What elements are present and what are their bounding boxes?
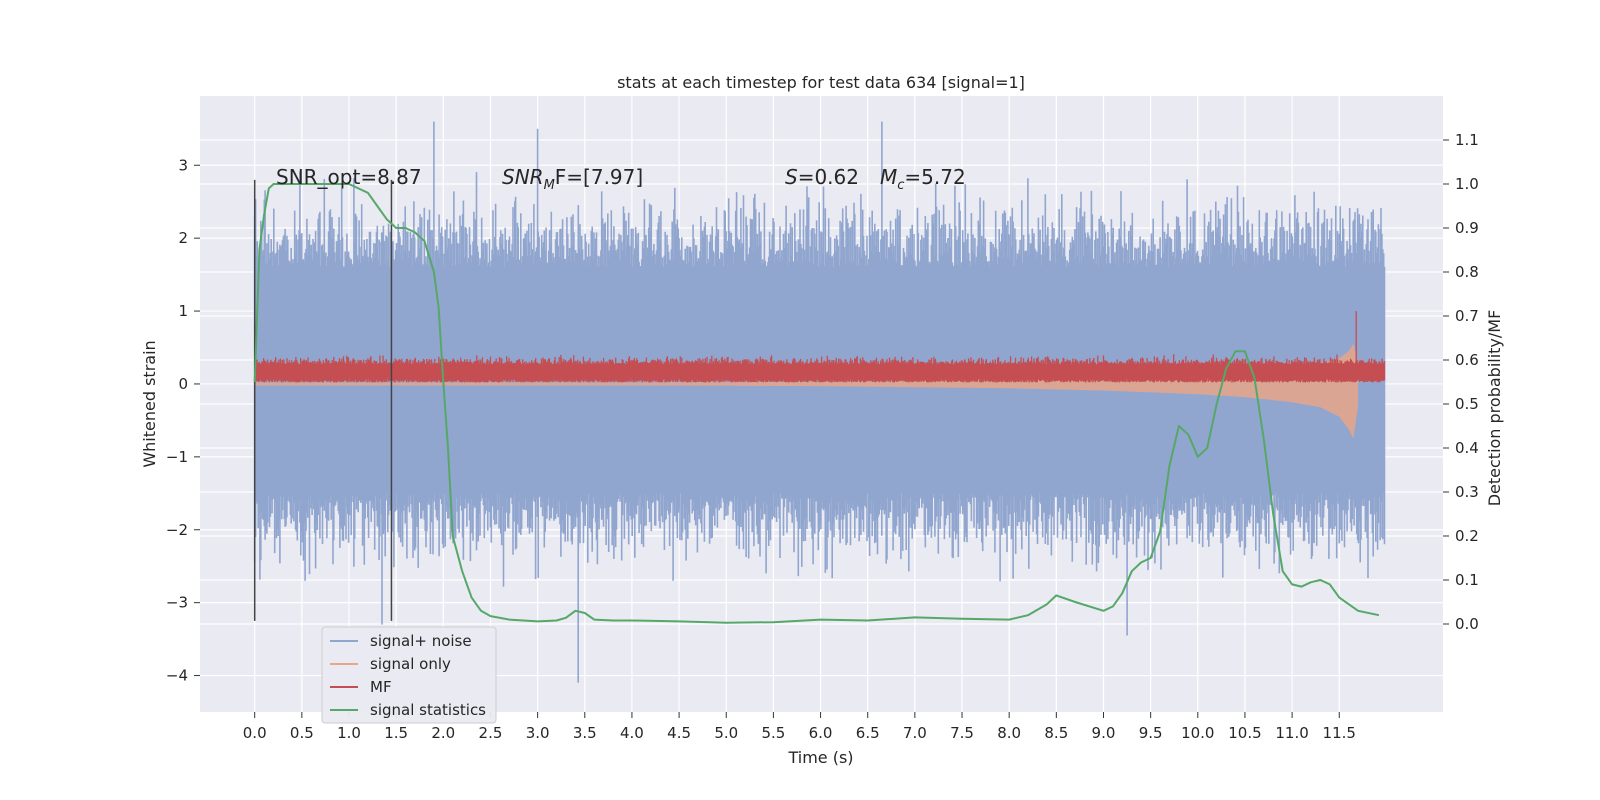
y-tick-label-left: 1 [178, 302, 188, 320]
x-tick-label: 10.5 [1228, 724, 1261, 742]
snr-mf-rest: F=[7.97] [555, 165, 643, 189]
snr-mf-sub: M [544, 178, 555, 193]
legend-label-signal-only: signal only [370, 655, 451, 673]
mc-annotation: Mc=5.72 [880, 165, 966, 193]
x-tick-label: 5.0 [714, 724, 738, 742]
legend-label-signal-statistics: signal statistics [370, 701, 486, 719]
x-tick-label: 8.0 [997, 724, 1021, 742]
mc-sub: c [897, 178, 904, 193]
y-tick-label-right: 0.7 [1455, 307, 1479, 325]
x-tick-label: 8.5 [1044, 724, 1068, 742]
y-tick-label-left: 0 [178, 375, 188, 393]
x-tick-label: 6.5 [856, 724, 880, 742]
s-rest: =0.62 [798, 165, 859, 189]
y-tick-label-right: 0.0 [1455, 615, 1479, 633]
x-tick-label: 3.0 [526, 724, 550, 742]
x-tick-label: 11.0 [1275, 724, 1308, 742]
data-layer [253, 121, 1386, 683]
y-tick-label-left: 2 [178, 229, 188, 247]
legend-label-signal-noise: signal+ noise [370, 632, 472, 650]
y-tick-label-left: −3 [166, 594, 188, 612]
y-tick-label-right: 1.0 [1455, 175, 1479, 193]
x-tick-label: 7.0 [903, 724, 927, 742]
signal-statistics-line [253, 183, 1380, 624]
x-tick-label: 4.5 [667, 724, 691, 742]
chart-title: stats at each timestep for test data 634… [617, 73, 1025, 92]
x-tick-label: 10.0 [1181, 724, 1214, 742]
y-tick-label-right: 0.2 [1455, 527, 1479, 545]
s-main: S [785, 165, 798, 189]
x-tick-label: 1.0 [337, 724, 361, 742]
s-annotation: S=0.62 [785, 165, 859, 189]
signal-only-envelope [254, 343, 1359, 439]
x-tick-label: 1.5 [384, 724, 408, 742]
legend-label-mf: MF [370, 678, 392, 696]
y-tick-label-right: 0.4 [1455, 439, 1479, 457]
x-tick-label: 5.5 [761, 724, 785, 742]
x-tick-label: 3.5 [573, 724, 597, 742]
y-tick-label-right: 1.1 [1455, 131, 1479, 149]
snr-mf-main: SNR [502, 165, 544, 189]
y-tick-label-right: 0.8 [1455, 263, 1479, 281]
y-tick-label-left: −4 [166, 667, 188, 685]
y-tick-label-right: 0.1 [1455, 571, 1479, 589]
snr-mf-annotation: SNRMF=[7.97] [502, 165, 643, 193]
y-tick-label-right: 0.5 [1455, 395, 1479, 413]
y-tick-label-right: 0.9 [1455, 219, 1479, 237]
axes: 0.0 0.5 1.0 1.5 2.0 2.5 3.0 3.5 4.0 4.5 5.0 5.5 6.0 6… [166, 131, 1479, 742]
y-tick-label-right: 0.3 [1455, 483, 1479, 501]
x-tick-label: 7.5 [950, 724, 974, 742]
y-tick-label-left: −1 [166, 448, 188, 466]
y-axis-label-left: Whitened strain [140, 340, 159, 467]
x-tick-label: 9.5 [1139, 724, 1163, 742]
y-tick-label-left: −2 [166, 521, 188, 539]
y-tick-label-right: 0.6 [1455, 351, 1479, 369]
x-tick-label: 2.0 [431, 724, 455, 742]
x-tick-label: 4.0 [620, 724, 644, 742]
x-tick-label: 6.0 [809, 724, 833, 742]
x-tick-label: 0.5 [290, 724, 314, 742]
legend-box [321, 626, 497, 724]
x-tick-label: 0.0 [243, 724, 267, 742]
x-tick-label: 11.5 [1323, 724, 1356, 742]
annotations: SNR_opt=8.87 SNRMF=[7.97] S=0.62 Mc=5.72 [276, 165, 966, 193]
y-axis-label-right: Detection probability/MF [1485, 310, 1504, 507]
x-tick-label: 9.0 [1092, 724, 1116, 742]
mc-main: M [880, 165, 897, 189]
x-axis-label: Time (s) [787, 748, 853, 767]
snr-opt-annotation: SNR_opt=8.87 [276, 165, 422, 189]
x-tick-label: 2.5 [479, 724, 503, 742]
legend: signal+ noise signal only MF signal stat… [321, 626, 497, 724]
mc-rest: =5.72 [904, 165, 965, 189]
y-tick-label-left: 3 [178, 156, 188, 174]
